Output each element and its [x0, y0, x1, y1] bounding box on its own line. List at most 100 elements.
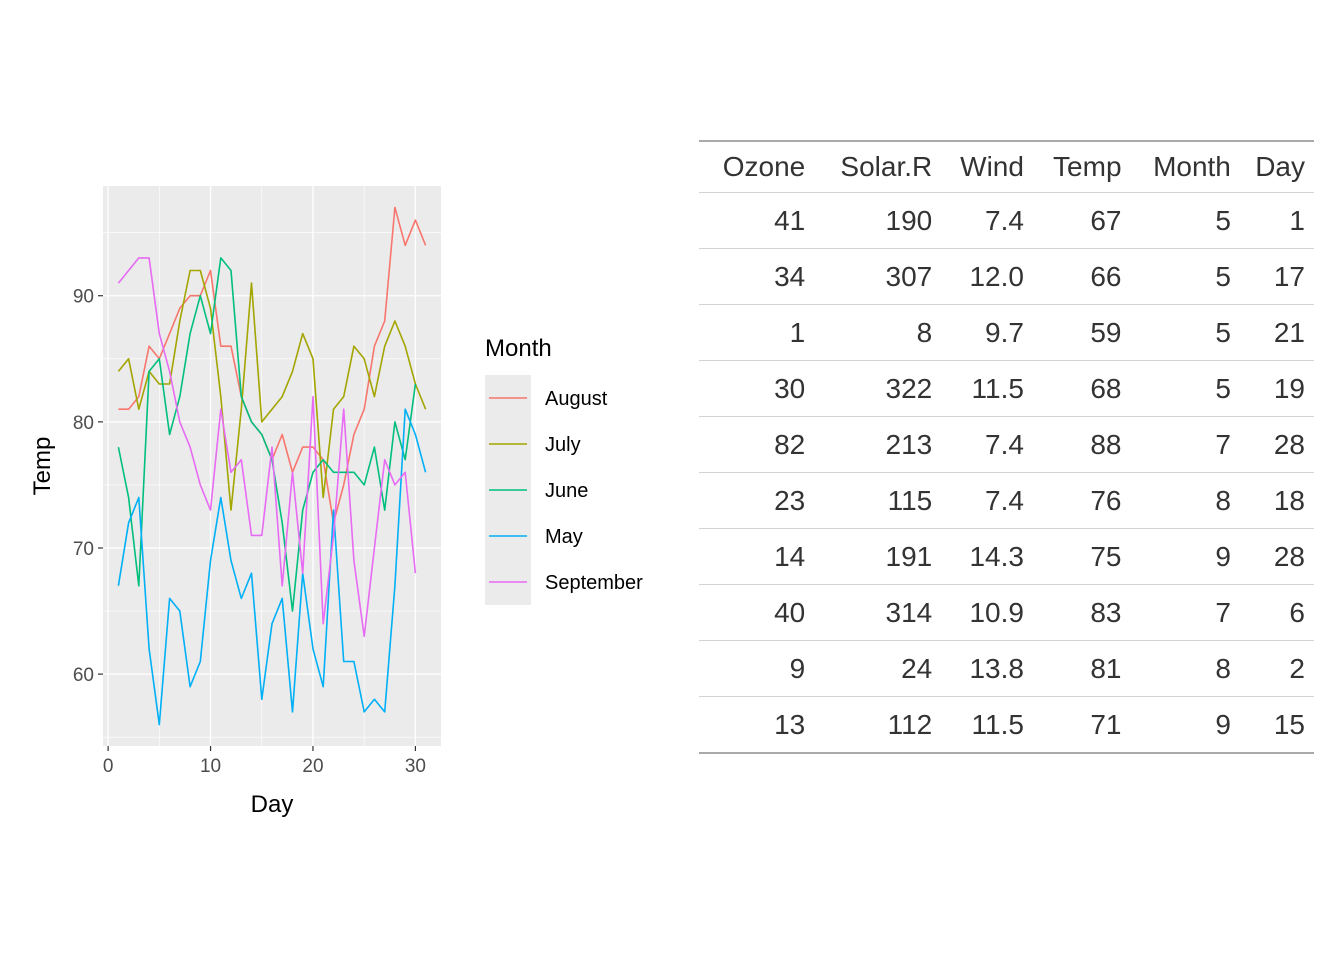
table-cell: 1 [699, 304, 815, 361]
table-cell: 322 [814, 360, 942, 417]
table-cell: 8 [814, 304, 942, 361]
table-cell: 112 [814, 696, 942, 754]
column-header: Solar.R [814, 140, 942, 193]
legend-label-august: August [545, 388, 608, 410]
data-table: Ozone Solar.R Wind Temp Month Day 41 190 7.4 67 5… [699, 140, 1314, 754]
table-cell: 18 [1239, 472, 1314, 529]
table-row: 14 191 14.3 75 9 28 [699, 528, 1314, 585]
table-cell: 34 [699, 248, 815, 305]
table-cell: 5 [1130, 192, 1240, 249]
x-tick-label: 30 [405, 756, 426, 777]
table-cell: 28 [1239, 416, 1314, 473]
table-cell: 314 [814, 584, 942, 641]
legend-title: Month [485, 335, 552, 362]
table-cell: 71 [1032, 696, 1131, 754]
x-axis-title: Day [251, 791, 294, 818]
table-cell: 28 [1239, 528, 1314, 585]
table-cell: 76 [1032, 472, 1131, 529]
table-cell: 191 [814, 528, 942, 585]
y-tick-label: 70 [73, 539, 94, 560]
table-cell: 19 [1239, 360, 1314, 417]
series-line-july [117, 269, 427, 511]
table-cell: 190 [814, 192, 942, 249]
table-cell: 8 [1130, 640, 1240, 697]
table-cell: 67 [1032, 192, 1131, 249]
table-cell: 307 [814, 248, 942, 305]
table-cell: 7 [1130, 584, 1240, 641]
table-cell: 1 [1239, 192, 1314, 249]
table-cell: 40 [699, 584, 815, 641]
table-cell: 14 [699, 528, 815, 585]
table-cell: 30 [699, 360, 815, 417]
table-cell: 9 [1130, 528, 1240, 585]
y-tick-label: 60 [73, 665, 94, 686]
table-row: 41 190 7.4 67 5 1 [699, 192, 1314, 249]
table-cell: 7.4 [941, 472, 1033, 529]
table-row: 34 307 12.0 66 5 17 [699, 248, 1314, 305]
table-cell: 12.0 [941, 248, 1033, 305]
series-line-september [117, 257, 417, 638]
table-cell: 5 [1130, 248, 1240, 305]
table-cell: 11.5 [941, 696, 1033, 754]
x-tick-label: 10 [200, 756, 221, 777]
x-tick-label: 20 [302, 756, 323, 777]
axis-ticks [98, 295, 416, 751]
legend-label-july: July [545, 434, 581, 456]
table-row: 40 314 10.9 83 7 6 [699, 584, 1314, 641]
y-axis-title: Temp [29, 437, 56, 496]
grid-major [103, 186, 441, 746]
column-header: Ozone [699, 140, 815, 193]
table-cell: 59 [1032, 304, 1131, 361]
table-cell: 13 [699, 696, 815, 754]
table-row: 82 213 7.4 88 7 28 [699, 416, 1314, 473]
table-cell: 75 [1032, 528, 1131, 585]
table-cell: 213 [814, 416, 942, 473]
table-cell: 13.8 [941, 640, 1033, 697]
series-lines [117, 206, 427, 726]
table-cell: 21 [1239, 304, 1314, 361]
table-cell: 83 [1032, 584, 1131, 641]
table-cell: 14.3 [941, 528, 1033, 585]
table-cell: 7.4 [941, 192, 1033, 249]
table-row: 23 115 7.4 76 8 18 [699, 472, 1314, 529]
table-cell: 88 [1032, 416, 1131, 473]
table-cell: 7 [1130, 416, 1240, 473]
column-header: Temp [1032, 140, 1131, 193]
table-cell: 41 [699, 192, 815, 249]
series-line-june [117, 257, 417, 612]
table-cell: 9 [1130, 696, 1240, 754]
table-cell: 11.5 [941, 360, 1033, 417]
series-line-may [117, 408, 427, 726]
table-cell: 81 [1032, 640, 1131, 697]
table-cell: 7.4 [941, 416, 1033, 473]
column-header: Wind [941, 140, 1033, 193]
line-chart: 0 10 20 30 60 70 80 90 Day Temp Month August Jul… [29, 186, 643, 818]
table-cell: 5 [1130, 360, 1240, 417]
table-cell: 2 [1239, 640, 1314, 697]
table-cell: 9 [699, 640, 815, 697]
table-cell: 24 [814, 640, 942, 697]
tick-labels: 0 10 20 30 60 70 80 90 [73, 287, 426, 777]
legend-label-september: September [545, 572, 643, 594]
grid-minor [103, 186, 441, 746]
y-tick-label: 90 [73, 287, 94, 308]
table-header-row: Ozone Solar.R Wind Temp Month Day [699, 140, 1314, 193]
table-cell: 23 [699, 472, 815, 529]
table-cell: 115 [814, 472, 942, 529]
legend: August July June May September [485, 375, 643, 605]
table-cell: 5 [1130, 304, 1240, 361]
x-tick-label: 0 [103, 756, 114, 777]
table-cell: 82 [699, 416, 815, 473]
table-cell: 66 [1032, 248, 1131, 305]
table-body: 41 190 7.4 67 5 1 34 307 12.0 66 5 17 1 8 9.7 59 5 21 30 32… [699, 192, 1314, 754]
column-header: Day [1239, 140, 1314, 193]
table-cell: 17 [1239, 248, 1314, 305]
table-cell: 8 [1130, 472, 1240, 529]
table-cell: 15 [1239, 696, 1314, 754]
legend-label-may: May [545, 526, 583, 548]
table-cell: 9.7 [941, 304, 1033, 361]
table-row: 9 24 13.8 81 8 2 [699, 640, 1314, 697]
table-row: 1 8 9.7 59 5 21 [699, 304, 1314, 361]
table-row: 30 322 11.5 68 5 19 [699, 360, 1314, 417]
table-cell: 68 [1032, 360, 1131, 417]
